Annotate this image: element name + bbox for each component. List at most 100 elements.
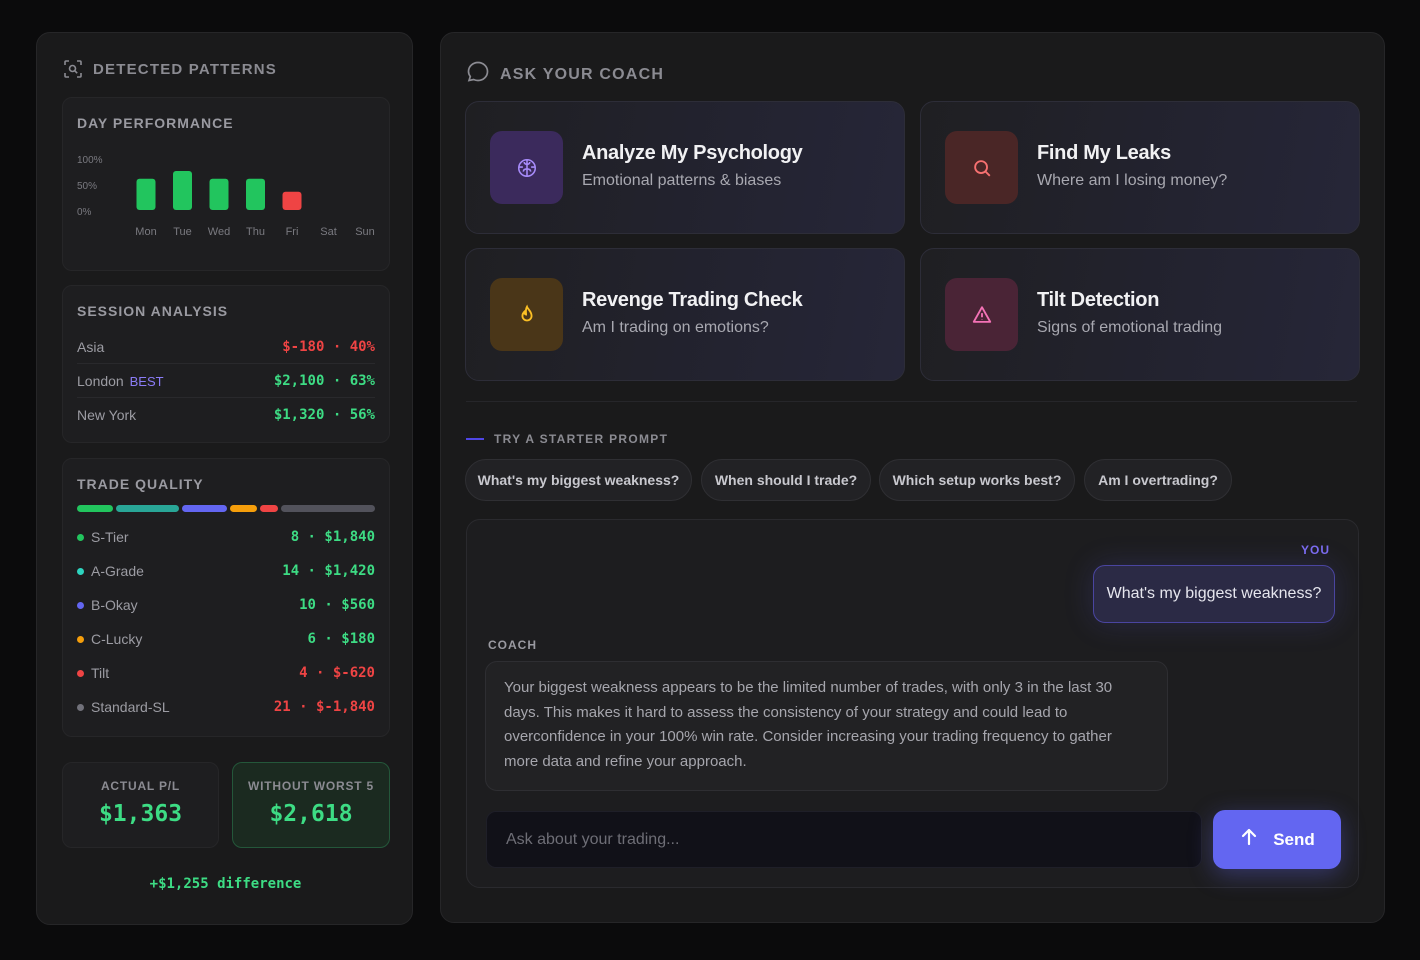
session-row-london: London BEST $2,100 · 63% (77, 364, 375, 398)
analyze-psychology-card[interactable]: Analyze My Psychology Emotional patterns… (465, 101, 905, 234)
quality-value: 21 · $-1,840 (273, 699, 375, 715)
send-button[interactable]: Send (1213, 810, 1341, 869)
day-bar-fri (282, 191, 302, 210)
detected-patterns-title: DETECTED PATTERNS (93, 60, 278, 78)
quality-name: C-Lucky (91, 631, 143, 647)
coach-label: COACH (488, 638, 537, 652)
quality-name: A-Grade (91, 563, 144, 579)
day-label-sun: Sun (355, 226, 375, 238)
starter-prompt-label: TRY A STARTER PROMPT (466, 432, 668, 446)
day-label-thu: Thu (246, 226, 265, 238)
day-bar-thu (246, 178, 265, 210)
action-title: Tilt Detection (1037, 289, 1160, 311)
distribution-segment-a-grade (115, 505, 179, 512)
trade-quality-row: S-Tier 8 · $1,840 (77, 520, 375, 554)
day-bar-tue (173, 171, 192, 210)
quality-value: 6 · $180 (307, 631, 375, 647)
quality-count: 14 (282, 563, 300, 579)
revenge-trading-card[interactable]: Revenge Trading Check Am I trading on em… (465, 248, 905, 381)
day-performance-chart: Mon Tue Wed Thu Fri Sat Sun (135, 171, 375, 238)
quality-pnl: $-1,840 (315, 699, 375, 715)
trade-quality-title: TRADE QUALITY (77, 476, 204, 492)
section-divider (466, 401, 1357, 402)
action-title: Revenge Trading Check (582, 289, 803, 311)
action-subtitle: Signs of emotional trading (1037, 319, 1222, 336)
detected-patterns-panel: DETECTED PATTERNS DAY PERFORMANCE 100% 5… (36, 32, 413, 925)
session-analysis-card: SESSION ANALYSIS Asia $-180 · 40% London… (62, 285, 390, 443)
session-win-rate: 56% (349, 407, 375, 423)
trade-quality-row: Standard-SL 21 · $-1,840 (77, 690, 375, 724)
accent-dash (466, 438, 484, 440)
quality-value: 8 · $1,840 (290, 529, 375, 545)
distribution-segment-standard-sl (281, 505, 375, 512)
quality-name: Tilt (91, 665, 110, 681)
detected-patterns-header: DETECTED PATTERNS (63, 59, 277, 79)
quality-value: 10 · $560 (299, 597, 375, 613)
you-label: YOU (1300, 543, 1330, 557)
coach-message-bubble: Your biggest weakness appears to be the … (485, 661, 1168, 791)
search-icon (945, 131, 1018, 204)
quality-name: B-Okay (91, 597, 138, 613)
quality-value: 4 · $-620 (299, 665, 375, 681)
chat-input[interactable] (486, 811, 1202, 868)
quality-name: Standard-SL (91, 699, 170, 715)
day-label-wed: Wed (208, 226, 230, 238)
starter-prompt-chip[interactable]: Which setup works best? (879, 459, 1075, 501)
quality-count: 6 (307, 631, 316, 647)
trade-quality-distribution-bar (77, 505, 375, 512)
quality-pnl: $1,420 (324, 563, 375, 579)
trade-quality-row: Tilt 4 · $-620 (77, 656, 375, 690)
action-subtitle: Am I trading on emotions? (582, 319, 769, 336)
y-label-0: 0% (77, 207, 92, 218)
day-bar-mon (136, 178, 156, 210)
quality-name: S-Tier (91, 529, 129, 545)
without-worst-label: WITHOUT WORST 5 (248, 779, 374, 793)
starter-prompt-chip[interactable]: Am I overtrading? (1084, 459, 1232, 501)
send-label: Send (1273, 829, 1315, 849)
without-worst-card: WITHOUT WORST 5 $2,618 (232, 762, 390, 848)
session-win-rate: 63% (349, 372, 375, 389)
quality-dot (77, 669, 84, 677)
day-label-sat: Sat (320, 226, 337, 238)
distribution-segment-c-lucky (230, 505, 258, 512)
starter-prompt-chip[interactable]: When should I trade? (701, 459, 871, 501)
pl-difference: +$1,255 difference (149, 876, 302, 892)
arrow-up-icon (1239, 827, 1259, 852)
quality-pnl: $560 (341, 597, 375, 613)
session-value: $1,320 · 56% (273, 407, 375, 423)
day-bar-wed (209, 178, 229, 210)
trade-quality-card: TRADE QUALITY S-Tier 8 · $1,840 A-Grade 14 … (62, 458, 390, 737)
session-value: $2,100 · 63% (273, 372, 375, 389)
quality-dot (77, 703, 84, 711)
quality-dot (77, 601, 84, 609)
quality-dot (77, 533, 84, 541)
starter-prompt-title: TRY A STARTER PROMPT (494, 432, 669, 446)
find-leaks-card[interactable]: Find My Leaks Where am I losing money? (920, 101, 1360, 234)
starter-prompt-chip[interactable]: What's my biggest weakness? (465, 459, 692, 501)
quality-count: 21 (273, 699, 291, 715)
warning-icon (945, 278, 1018, 351)
session-analysis-title: SESSION ANALYSIS (77, 303, 229, 319)
action-subtitle: Where am I losing money? (1037, 172, 1228, 189)
y-label-100: 100% (77, 155, 103, 166)
quality-count: 10 (299, 597, 316, 613)
day-label-tue: Tue (173, 226, 192, 238)
chat-bubble-icon (466, 60, 490, 89)
quality-value: 14 · $1,420 (282, 563, 375, 579)
actual-pl-card: ACTUAL P/L $1,363 (62, 762, 219, 848)
session-row-new-york: New York $1,320 · 56% (77, 398, 375, 432)
distribution-segment-b-okay (181, 505, 228, 512)
ask-coach-header: ASK YOUR COACH (466, 60, 664, 89)
session-name: New York (77, 407, 137, 423)
session-value: $-180 · 40% (282, 338, 375, 355)
quality-pnl: $-620 (332, 665, 375, 681)
trade-quality-row: C-Lucky 6 · $180 (77, 622, 375, 656)
ask-coach-title: ASK YOUR COACH (500, 65, 665, 83)
session-row-asia: Asia $-180 · 40% (77, 330, 375, 364)
without-worst-value: $2,618 (269, 801, 353, 827)
best-badge: BEST (129, 373, 164, 389)
session-pnl: $-180 (282, 338, 325, 355)
quality-dot (77, 567, 84, 575)
quality-count: 8 (290, 529, 300, 545)
tilt-detection-card[interactable]: Tilt Detection Signs of emotional tradin… (920, 248, 1360, 381)
